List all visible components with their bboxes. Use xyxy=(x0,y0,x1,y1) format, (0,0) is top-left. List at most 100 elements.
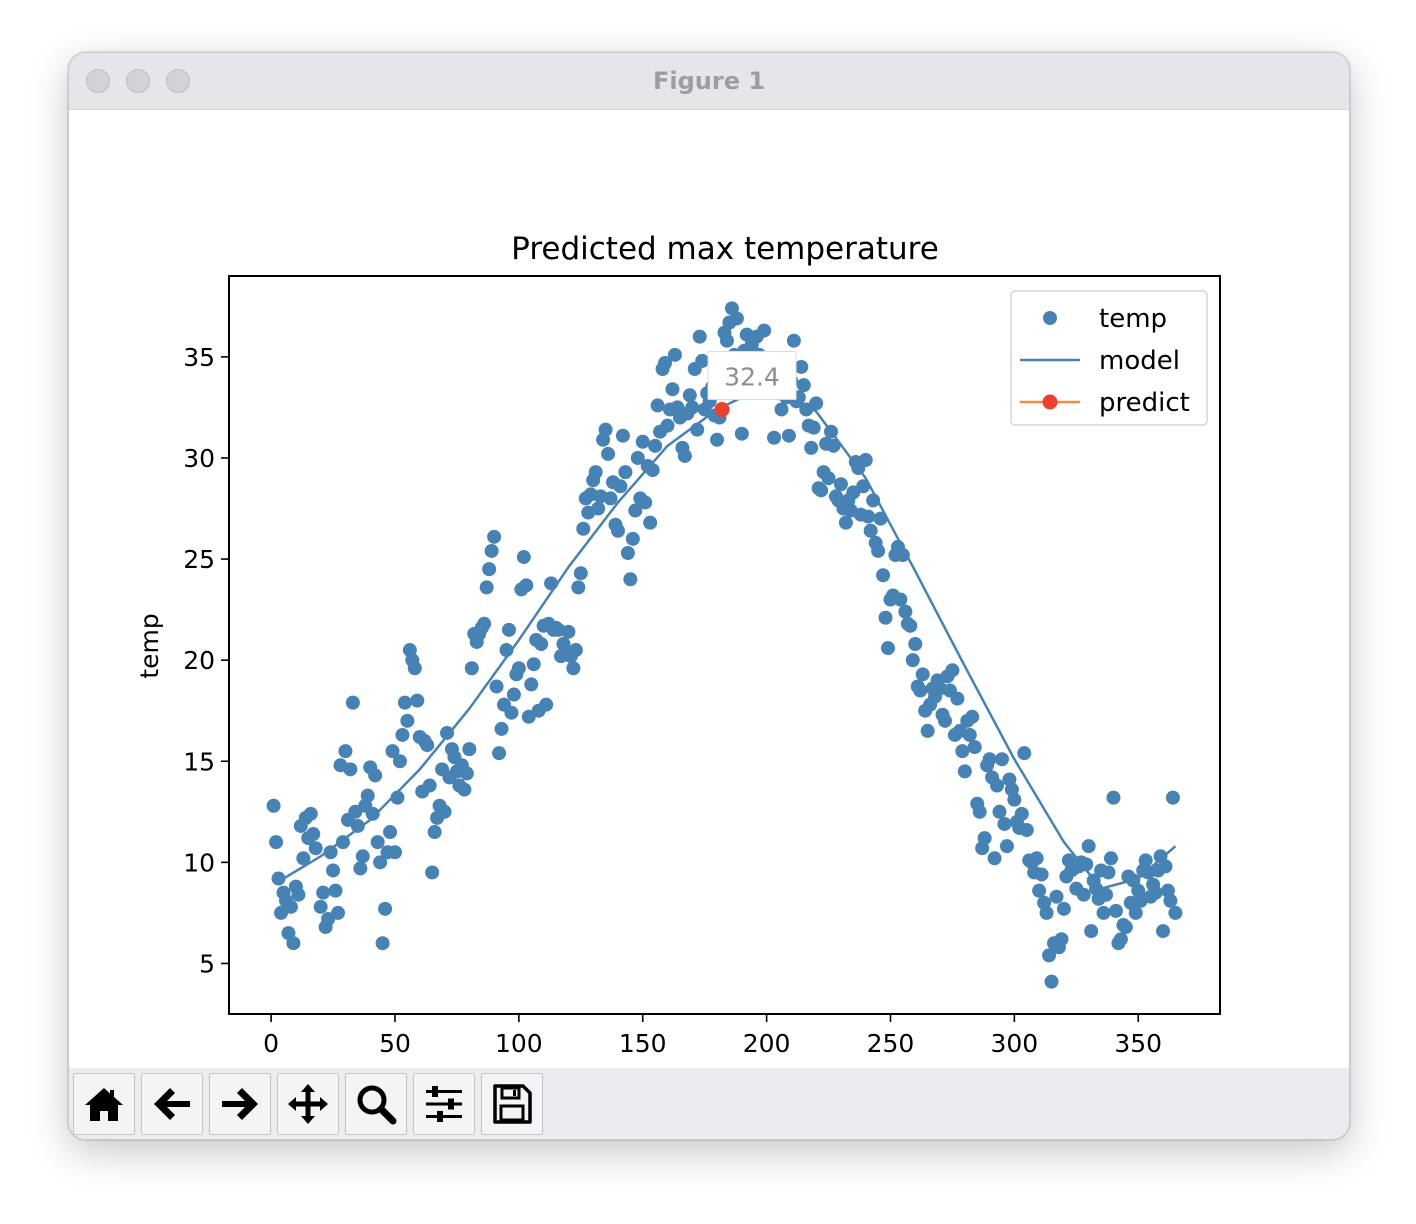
x-tick-label: 250 xyxy=(867,1029,915,1058)
temp-point xyxy=(999,839,1014,854)
temp-point xyxy=(945,663,960,678)
temp-point xyxy=(1076,887,1091,902)
temp-point xyxy=(519,578,534,593)
temp-point xyxy=(1084,924,1099,939)
temp-point xyxy=(588,465,603,480)
temp-point xyxy=(501,622,516,637)
temp-point xyxy=(648,438,663,453)
configure-subplots-button[interactable] xyxy=(413,1073,475,1135)
temp-point xyxy=(905,653,920,668)
temp-point xyxy=(1081,839,1096,854)
title-bar: Figure 1 xyxy=(69,53,1349,110)
y-tick-label: 15 xyxy=(183,747,215,776)
temp-point xyxy=(794,359,809,374)
temp-scatter-series xyxy=(266,301,1183,989)
temp-point xyxy=(734,426,749,441)
y-tick-label: 10 xyxy=(183,848,215,877)
temp-point xyxy=(291,887,306,902)
temp-point xyxy=(271,871,286,886)
temp-point xyxy=(516,550,531,565)
temp-point xyxy=(350,818,365,833)
temp-point xyxy=(774,402,789,417)
chart-svg[interactable]: Predicted max temperature 0 50 100 150 200 25… xyxy=(69,110,1349,1101)
zoom-window-button[interactable] xyxy=(166,69,190,93)
save-button[interactable] xyxy=(481,1073,543,1135)
temp-point xyxy=(571,580,586,595)
temp-point xyxy=(355,849,370,864)
minimize-window-button[interactable] xyxy=(126,69,150,93)
home-button[interactable] xyxy=(73,1073,135,1135)
temp-point xyxy=(997,816,1012,831)
temp-point xyxy=(296,851,311,866)
temp-point xyxy=(568,643,583,658)
temp-point xyxy=(368,768,383,783)
temp-point xyxy=(967,740,982,755)
temp-point xyxy=(373,855,388,870)
close-window-button[interactable] xyxy=(86,69,110,93)
temp-point xyxy=(695,353,710,368)
temp-point xyxy=(871,543,886,558)
temp-point xyxy=(615,428,630,443)
temp-point xyxy=(440,725,455,740)
home-icon xyxy=(85,1088,123,1121)
temp-point xyxy=(908,636,923,651)
temp-point xyxy=(283,899,298,914)
temp-point xyxy=(625,531,640,546)
annotation-box xyxy=(707,350,797,400)
temp-point xyxy=(1163,893,1178,908)
temp-point xyxy=(994,752,1009,767)
x-tick-label: 100 xyxy=(495,1029,543,1058)
temp-point xyxy=(895,548,910,563)
temp-point xyxy=(915,667,930,682)
temp-point xyxy=(1101,865,1116,880)
temp-point xyxy=(781,428,796,443)
temp-point xyxy=(677,448,692,463)
temp-point xyxy=(623,572,638,587)
temp-point xyxy=(628,503,643,518)
temp-point xyxy=(286,936,301,951)
temp-point xyxy=(573,566,588,581)
temp-point xyxy=(328,883,343,898)
temp-point xyxy=(494,721,509,736)
forward-button[interactable] xyxy=(209,1073,271,1135)
temp-point xyxy=(1128,905,1143,920)
predict-series xyxy=(714,401,730,417)
pan-button[interactable] xyxy=(277,1073,339,1135)
temp-point xyxy=(719,333,734,348)
temp-point xyxy=(992,804,1007,819)
figure-canvas[interactable]: Predicted max temperature 0 50 100 150 200 25… xyxy=(69,110,1349,1101)
temp-point xyxy=(1158,859,1173,874)
temp-point xyxy=(526,657,541,672)
temp-point xyxy=(343,762,358,777)
temp-point xyxy=(878,610,893,625)
temp-point xyxy=(437,804,452,819)
temp-point xyxy=(667,347,682,362)
temp-point xyxy=(658,355,673,370)
zoom-button[interactable] xyxy=(345,1073,407,1135)
temp-point xyxy=(610,523,625,538)
temp-point xyxy=(323,845,338,860)
temp-point xyxy=(635,434,650,449)
x-tick-label: 50 xyxy=(379,1029,411,1058)
temp-point xyxy=(331,905,346,920)
temp-point xyxy=(395,727,410,742)
temp-point xyxy=(826,438,841,453)
temp-point xyxy=(1044,974,1059,989)
temp-point xyxy=(464,661,479,676)
back-button[interactable] xyxy=(141,1073,203,1135)
temp-point xyxy=(306,827,321,842)
temp-point xyxy=(972,804,987,819)
temp-point xyxy=(392,754,407,769)
temp-point xyxy=(385,744,400,759)
temp-point xyxy=(660,418,675,433)
temp-point xyxy=(1113,932,1128,947)
temp-point xyxy=(561,624,576,639)
temp-point xyxy=(809,396,824,411)
temp-point xyxy=(630,450,645,465)
temp-point xyxy=(643,515,658,530)
legend-frame xyxy=(1010,290,1208,426)
y-axis-ticks: 5 10 15 20 25 30 35 xyxy=(183,343,229,978)
temp-point xyxy=(326,863,341,878)
chart-title: Predicted max temperature xyxy=(511,231,939,267)
temp-point xyxy=(425,865,440,880)
